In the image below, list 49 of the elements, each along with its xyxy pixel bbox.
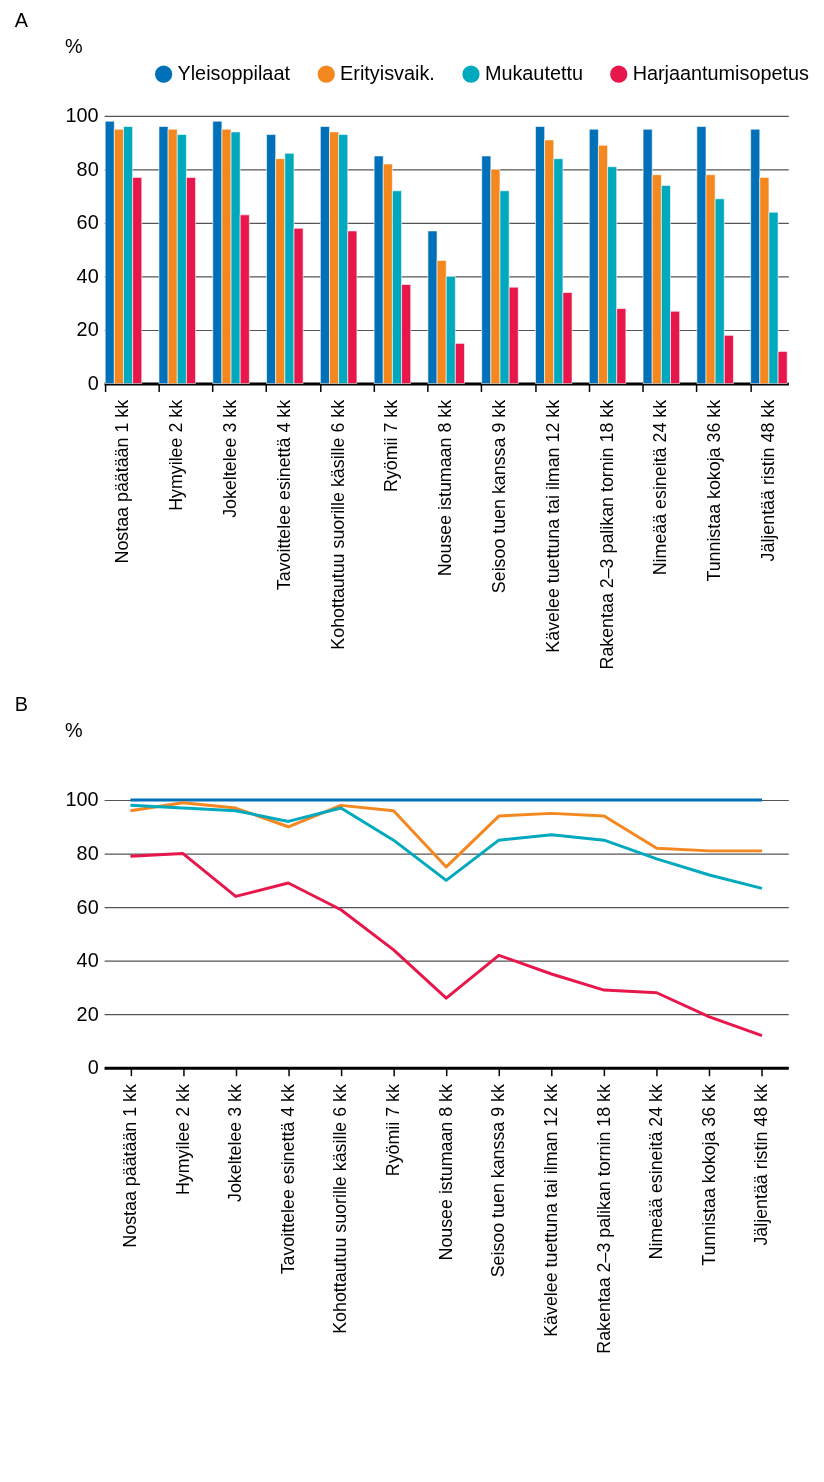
y-tick-label: 80 — [76, 841, 99, 864]
legend-label: Erityisvaik. — [340, 62, 435, 85]
x-tick-label: Nimeää esineitä 24 kk — [646, 1084, 667, 1260]
x-tick-label: Kävelee tuettuna tai ilman 12 kk — [542, 399, 563, 653]
x-tick-label: Seisoo tuen kanssa 9 kk — [488, 399, 509, 594]
legend-label: Mukautettu — [484, 62, 583, 85]
x-tick-label: Jokeltelee 3 kk — [225, 1084, 246, 1203]
line-series — [128, 803, 764, 890]
y-tick-label: 100 — [65, 104, 99, 127]
y-tick-label: 60 — [76, 211, 99, 234]
x-tick-label: Jokeltelee 3 kk — [220, 399, 241, 518]
x-tick-label: Seisoo tuen kanssa 9 kk — [488, 1084, 509, 1278]
y-tick-label: 0 — [87, 1056, 99, 1079]
y-tick-label: 20 — [76, 1002, 99, 1025]
x-tick-label: Nimeää esineitä 24 kk — [650, 399, 671, 576]
y-tick-label: 60 — [76, 895, 99, 918]
x-tick-label: Tunnistaa kokoja 36 kk — [704, 399, 725, 582]
legend-label: Harjaantumisopetus — [632, 62, 810, 85]
y-tick-label: 0 — [87, 371, 99, 394]
x-tick-label: Nostaa päätään 1 kk — [112, 399, 133, 564]
y-tick-label: 40 — [76, 264, 99, 287]
chart-title: B — [14, 692, 29, 715]
x-tick-label: Jäljentää ristin 48 kk — [751, 1084, 772, 1246]
x-tick-label: Tunnistaa kokoja 36 kk — [698, 1084, 719, 1266]
line-series — [128, 852, 764, 1038]
x-tick-label: Kävelee tuettuna tai ilman 12 kk — [540, 1084, 561, 1337]
x-tick-label: Hymyilee 2 kk — [172, 1084, 193, 1196]
x-tick-label: Rakentaa 2–3 palikan tornin 18 kk — [596, 399, 617, 670]
y-tick-label: 100 — [65, 788, 99, 811]
x-tick-label: Kohottautuu suorille käsille 6 kk — [330, 1084, 351, 1334]
x-tick-label: Tavoittelee esinettä 4 kk — [277, 1084, 298, 1275]
y-axis-title: % — [64, 719, 83, 742]
x-tick-label: Nousee istumaan 8 kk — [435, 1084, 456, 1261]
chart-title: A — [14, 8, 29, 31]
x-tick-label: Tavoittelee esinettä 4 kk — [273, 399, 294, 591]
x-tick-label: Nostaa päätään 1 kk — [119, 1084, 140, 1248]
line-series — [128, 801, 764, 869]
x-tick-label: Hymyilee 2 kk — [166, 399, 187, 511]
x-tick-label: Ryömii 7 kk — [383, 1084, 404, 1177]
x-tick-label: Ryömii 7 kk — [381, 399, 402, 493]
y-tick-label: 20 — [76, 318, 99, 341]
x-tick-label: Rakentaa 2–3 palikan tornin 18 kk — [593, 1084, 614, 1354]
y-tick-label: 80 — [76, 157, 99, 180]
y-axis-title: % — [64, 34, 83, 57]
x-tick-label: Jäljentää ristin 48 kk — [757, 399, 778, 562]
y-tick-label: 40 — [76, 949, 99, 972]
x-tick-label: Nousee istumaan 8 kk — [435, 399, 456, 577]
legend-label: Yleisoppilaat — [177, 62, 291, 85]
x-tick-label: Kohottautuu suorille käsille 6 kk — [327, 399, 348, 650]
